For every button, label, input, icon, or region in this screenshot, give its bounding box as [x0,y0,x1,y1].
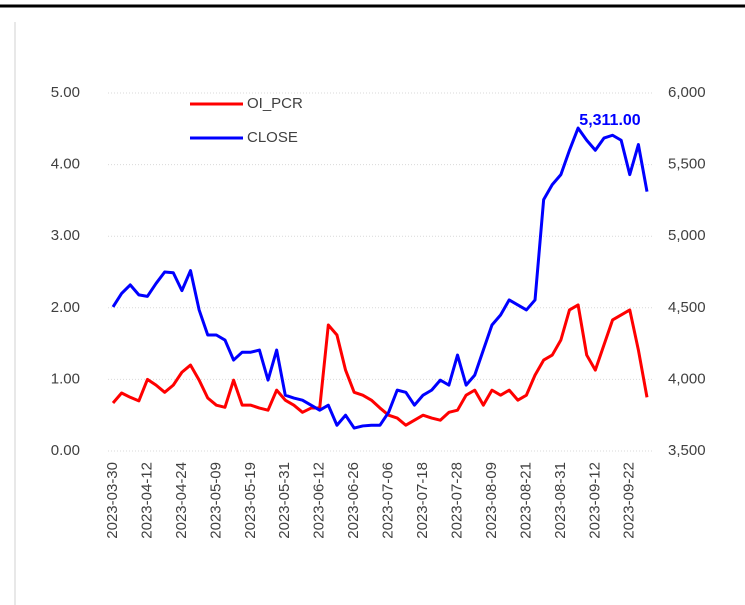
x-tick-label: 2023-05-09 [207,462,224,539]
annotation: 5,311.00 [579,112,641,129]
x-tick-label: 2023-08-31 [552,462,569,539]
y2-tick-label: 3,500 [668,442,706,459]
y2-tick-label: 6,000 [668,84,706,101]
y2-tick-label: 4,500 [668,299,706,316]
x-tick-label: 2023-09-12 [586,462,603,539]
y-tick-label: 4.00 [51,156,80,173]
x-tick-label: 2023-07-28 [448,462,465,539]
x-tick-label: 2023-08-21 [517,462,534,539]
y-tick-label: 1.00 [51,370,80,387]
x-tick-label: 2023-06-26 [345,462,362,539]
y2-tick-label: 5,000 [668,227,706,244]
x-tick-label: 2023-05-31 [276,462,293,539]
y2-tick-label: 4,000 [668,370,706,387]
y2-tick-label: 5,500 [668,156,706,173]
x-tick-label: 2023-09-22 [621,462,638,539]
x-tick-label: 2023-06-12 [311,462,328,539]
x-tick-label: 2023-03-30 [104,462,121,539]
legend-label: OI_PCR [247,95,303,112]
x-tick-label: 2023-05-19 [242,462,259,539]
y-tick-label: 0.00 [51,442,80,459]
x-tick-label: 2023-04-12 [138,462,155,539]
legend-label: CLOSE [247,129,298,146]
y-tick-label: 3.00 [51,227,80,244]
y-tick-label: 2.00 [51,299,80,316]
x-tick-label: 2023-08-09 [483,462,500,539]
x-tick-label: 2023-07-06 [380,462,397,539]
y-tick-label: 5.00 [51,84,80,101]
x-tick-label: 2023-04-24 [173,462,190,539]
x-tick-label: 2023-07-18 [414,462,431,539]
series-line [111,303,649,427]
series-line [111,126,649,430]
